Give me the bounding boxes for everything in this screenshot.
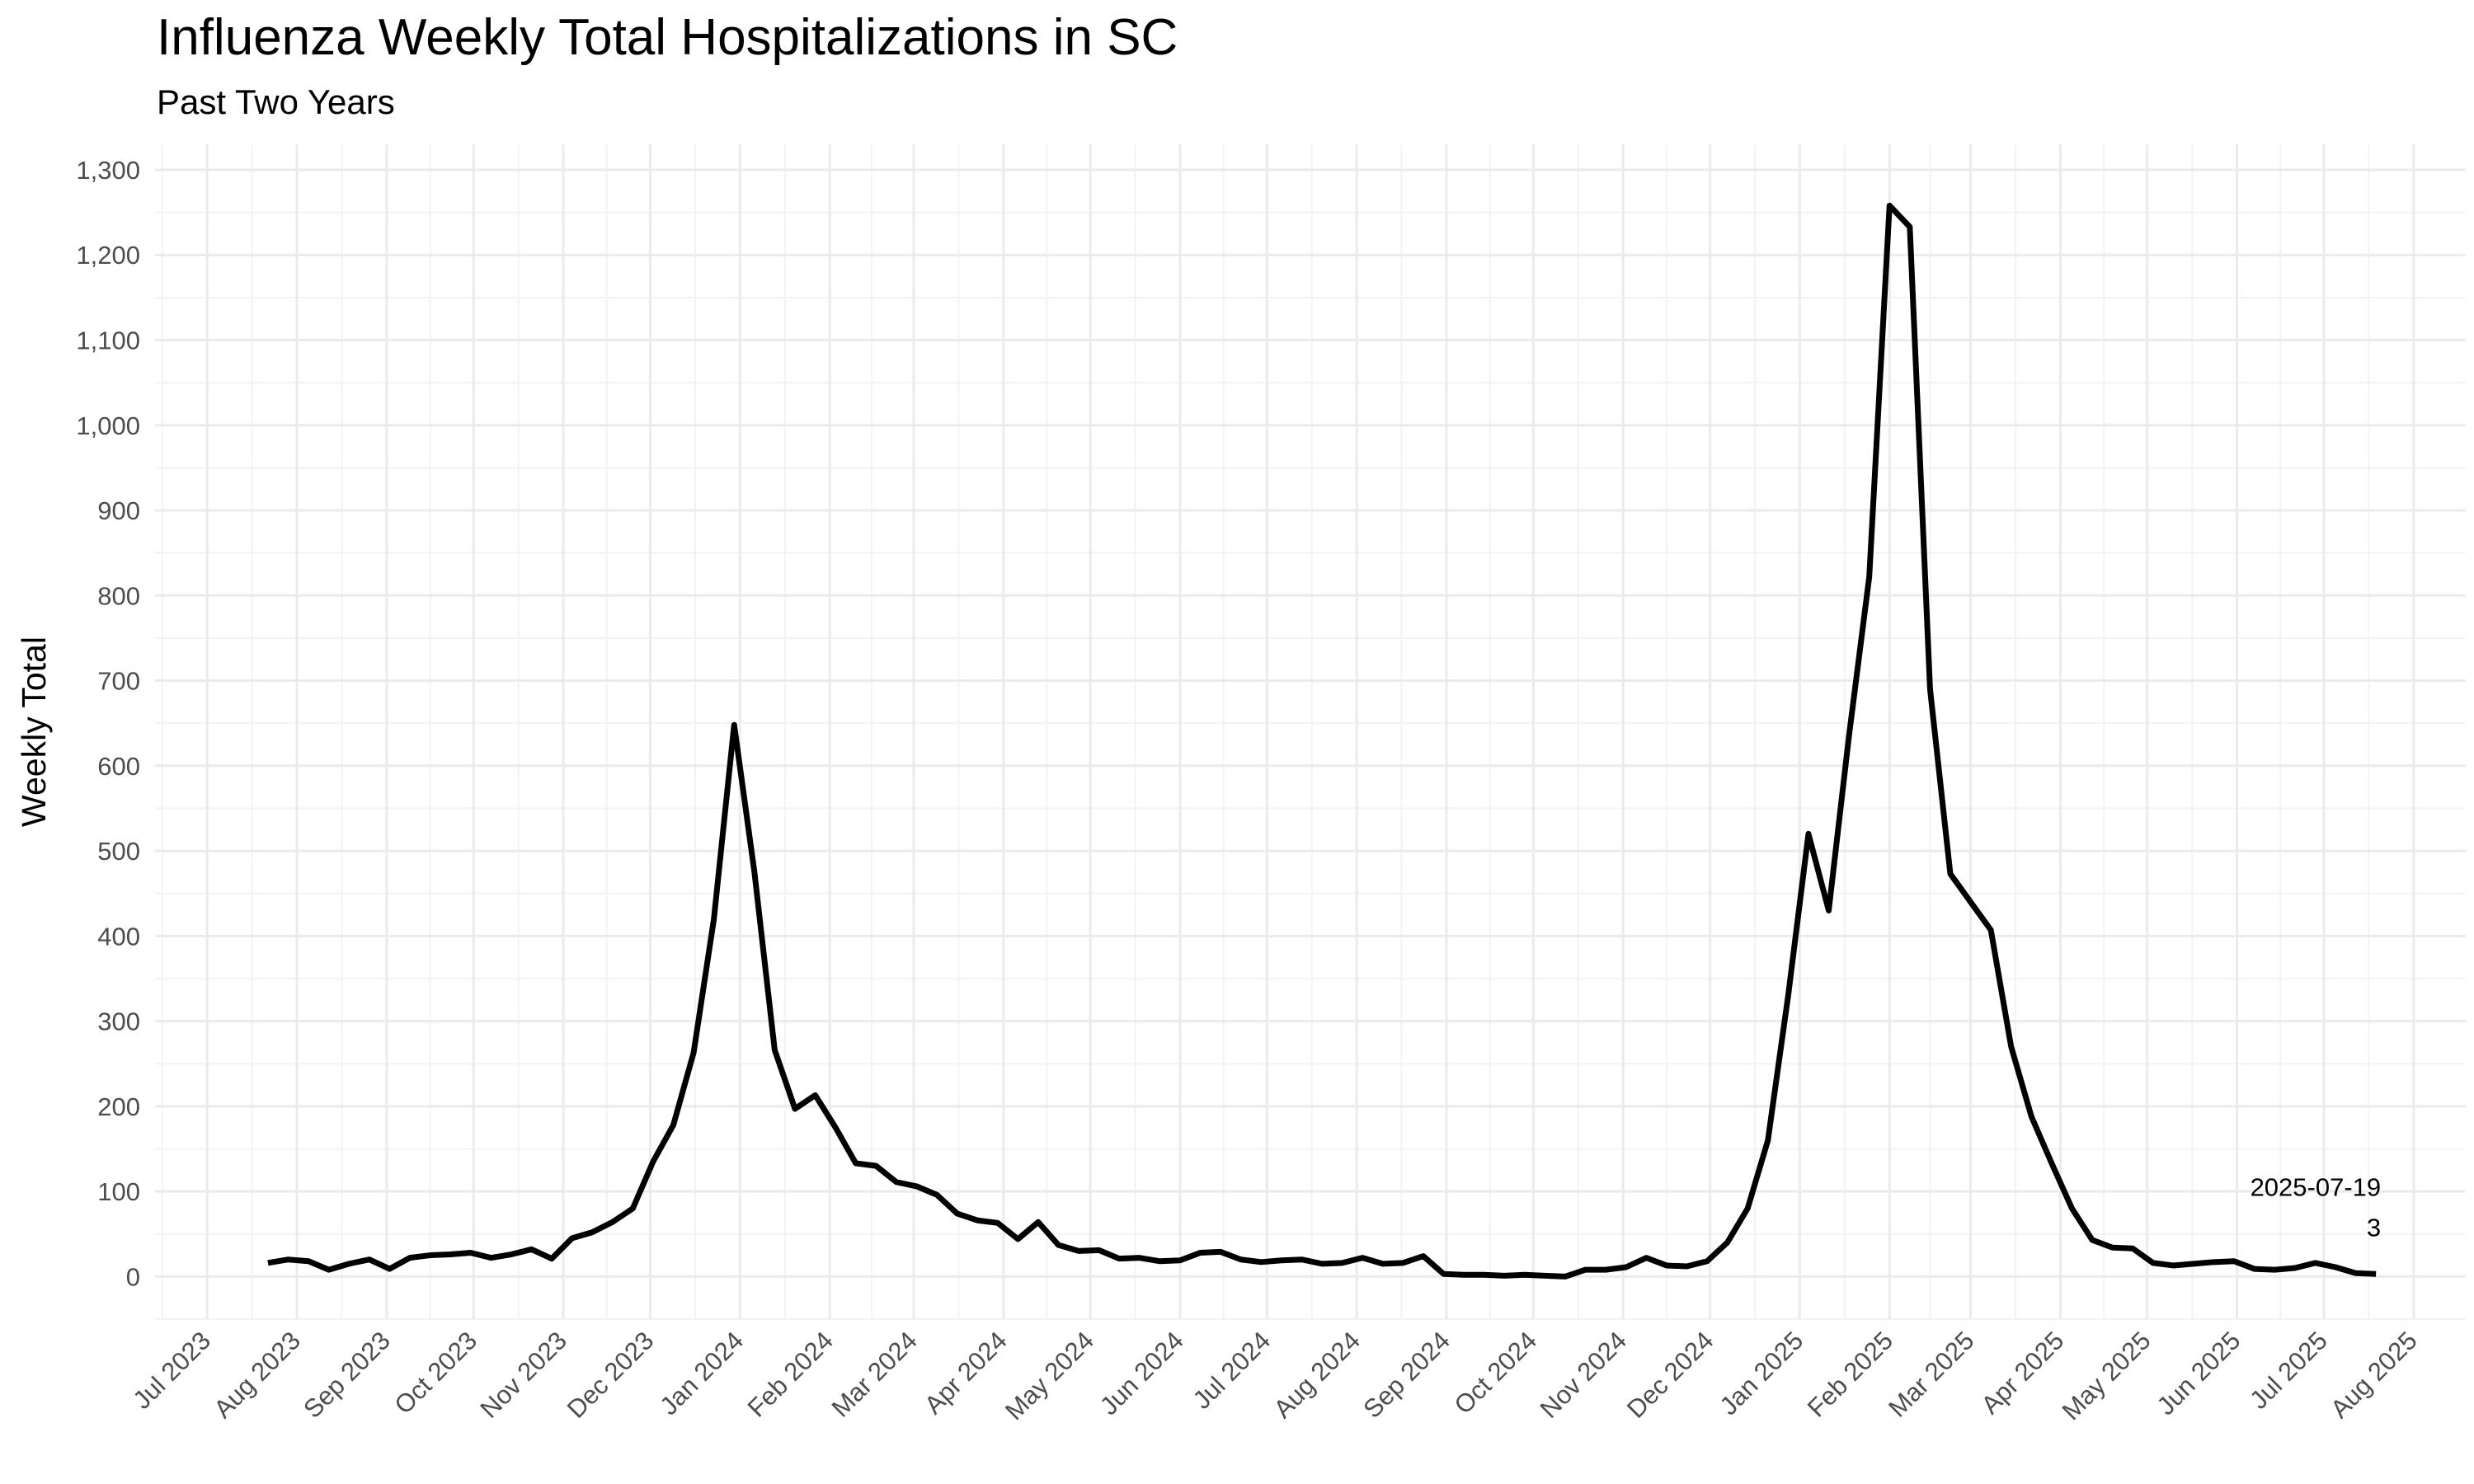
y-tick-label: 700 [97,667,140,696]
chart-title: Influenza Weekly Total Hospitalizations … [157,9,1178,66]
x-tick-label: May 2025 [2057,1326,2157,1425]
x-tick-label: Feb 2025 [1802,1326,1898,1422]
x-tick-label: May 2024 [999,1326,1099,1425]
x-tick-label: Nov 2023 [474,1326,572,1424]
x-tick-label: Jun 2024 [1094,1326,1189,1421]
x-tick-label: Nov 2024 [1535,1326,1633,1424]
major-gridlines [155,144,2466,1319]
x-tick-label: Apr 2025 [1976,1326,2070,1420]
x-tick-label: Dec 2024 [1621,1326,1719,1424]
x-tick-label: Oct 2023 [388,1326,482,1420]
x-tick-label: Jul 2024 [1188,1326,1277,1415]
annotation-date-label: 2025-07-19 [2251,1172,2382,1201]
y-tick-label: 1,200 [76,241,140,270]
x-tick-label: Jul 2025 [2244,1326,2333,1415]
chart-subtitle: Past Two Years [157,82,395,121]
y-tick-label: 1,300 [76,156,140,185]
x-tick-label: Oct 2024 [1449,1326,1543,1420]
annotation-value-label: 3 [2367,1213,2381,1242]
y-tick-label: 900 [97,496,140,525]
x-tick-label: Aug 2023 [208,1326,306,1424]
x-tick-label: Jun 2025 [2152,1326,2246,1421]
y-tick-label: 800 [97,581,140,610]
x-tick-label: Dec 2023 [562,1326,660,1424]
y-tick-label: 100 [97,1177,140,1206]
x-tick-label: Aug 2024 [1268,1326,1366,1424]
x-tick-label: Sep 2024 [1357,1326,1456,1424]
x-tick-label: Jan 2024 [654,1326,749,1421]
y-tick-label: 400 [97,922,140,951]
minor-gridlines [155,144,2466,1320]
x-tick-label: Mar 2024 [826,1326,923,1422]
y-tick-label: 500 [97,837,140,866]
y-tick-label: 1,100 [76,326,140,355]
x-tick-label: Mar 2025 [1883,1326,1979,1422]
y-tick-label: 200 [97,1092,140,1121]
y-axis-ticks: 0 100 200 300 400 500 600 700 800 900 1,000 1,100 1,… [76,156,140,1291]
x-tick-label: Jul 2023 [128,1326,217,1415]
y-tick-label: 1,000 [76,411,140,440]
x-tick-label: Jan 2025 [1714,1326,1808,1421]
data-points [267,205,2377,1277]
x-tick-label: Aug 2025 [2325,1326,2423,1424]
x-tick-label: Apr 2024 [919,1326,1013,1420]
y-axis-label: Weekly Total [15,636,53,827]
x-tick-label: Sep 2023 [298,1326,396,1424]
x-tick-label: Feb 2024 [742,1326,839,1422]
y-tick-label: 600 [97,752,140,781]
y-tick-label: 300 [97,1007,140,1036]
y-tick-label: 0 [126,1262,140,1291]
